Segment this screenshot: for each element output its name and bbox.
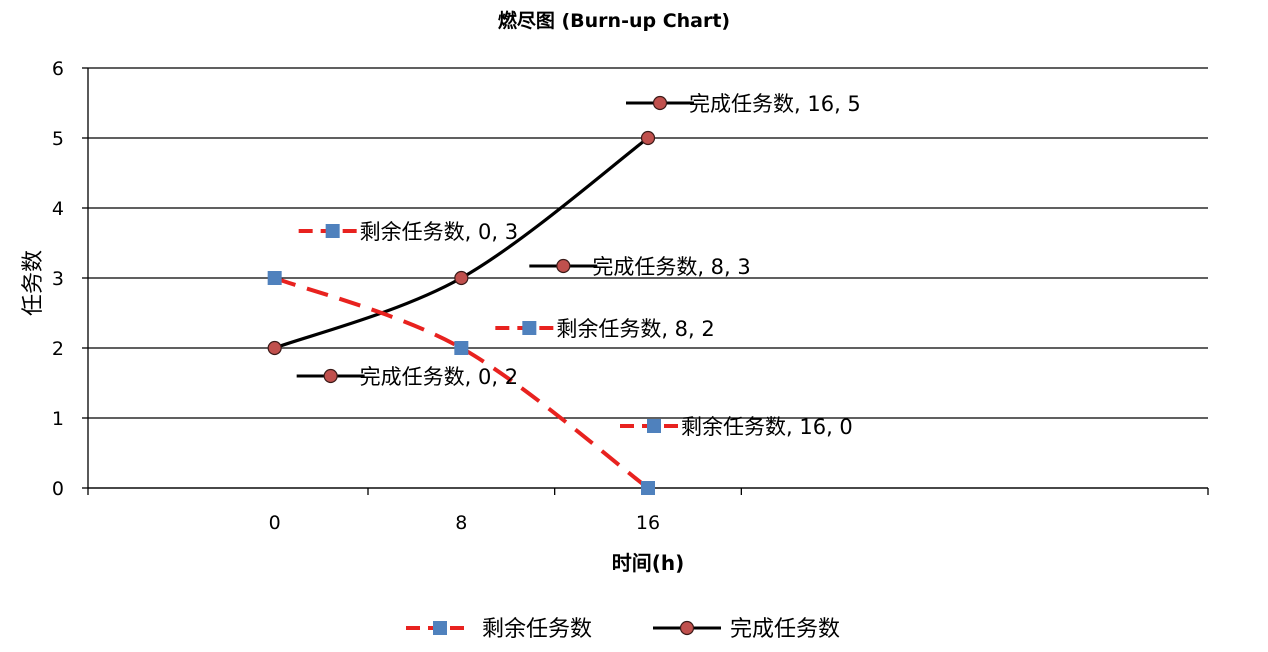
- data-label-completed: 完成任务数, 0, 2: [360, 365, 518, 389]
- y-tick-label: 0: [52, 478, 64, 500]
- data-label-layer: 剩余任务数, 0, 3 剩余任务数, 8, 2 剩余任务数, 16, 0 完成任务数,…: [296, 92, 861, 439]
- data-label-key-marker-remaining: [647, 419, 661, 433]
- data-label-completed: 完成任务数, 8, 3: [592, 255, 750, 279]
- marker-completed: [640, 130, 656, 146]
- data-label-completed: 完成任务数, 16, 5: [689, 92, 861, 116]
- marker-completed: [267, 340, 282, 356]
- y-tick-label: 1: [52, 408, 64, 430]
- data-label-key-marker-remaining: [522, 321, 537, 335]
- legend-label-completed: 完成任务数: [730, 617, 840, 642]
- data-label-remaining: 剩余任务数, 0, 3: [360, 220, 518, 244]
- y-axis-title: 任务数: [21, 250, 46, 316]
- data-label-key-marker-completed: [556, 258, 571, 274]
- y-tick-label: 2: [52, 338, 64, 360]
- y-tick-label: 5: [52, 128, 64, 150]
- marker-remaining: [267, 271, 282, 285]
- series-line-remaining: [273, 276, 650, 490]
- marker-remaining: [641, 481, 655, 495]
- legend-marker-completed: [679, 620, 695, 636]
- x-tick-label: 0: [269, 512, 281, 534]
- data-label-remaining: 剩余任务数, 8, 2: [556, 317, 714, 341]
- data-label-remaining: 剩余任务数, 16, 0: [681, 415, 853, 439]
- legend-item-remaining: 剩余任务数: [406, 617, 592, 642]
- data-label-key-marker-completed: [652, 95, 668, 111]
- legend: 剩余任务数 完成任务数: [406, 617, 840, 642]
- legend-item-completed: 完成任务数: [653, 617, 840, 642]
- x-tick-label: 8: [455, 512, 467, 534]
- y-tick-label: 3: [52, 268, 64, 290]
- y-tick-label: 6: [52, 58, 64, 80]
- legend-label-remaining: 剩余任务数: [482, 617, 592, 642]
- data-label-key-marker-remaining: [325, 224, 340, 238]
- marker-remaining: [454, 341, 469, 355]
- x-axis-title: 时间(h): [612, 551, 685, 575]
- chart-title: 燃尽图 (Burn-up Chart): [498, 9, 730, 32]
- y-tick-label: 4: [52, 198, 64, 220]
- marker-completed: [454, 270, 469, 286]
- data-label-key-marker-completed: [323, 368, 338, 384]
- x-tick-label: 16: [636, 512, 660, 534]
- y-axis: 0 1 2 3 4 5 6: [52, 58, 89, 500]
- legend-marker-remaining: [433, 621, 447, 635]
- series-layer: [267, 130, 656, 495]
